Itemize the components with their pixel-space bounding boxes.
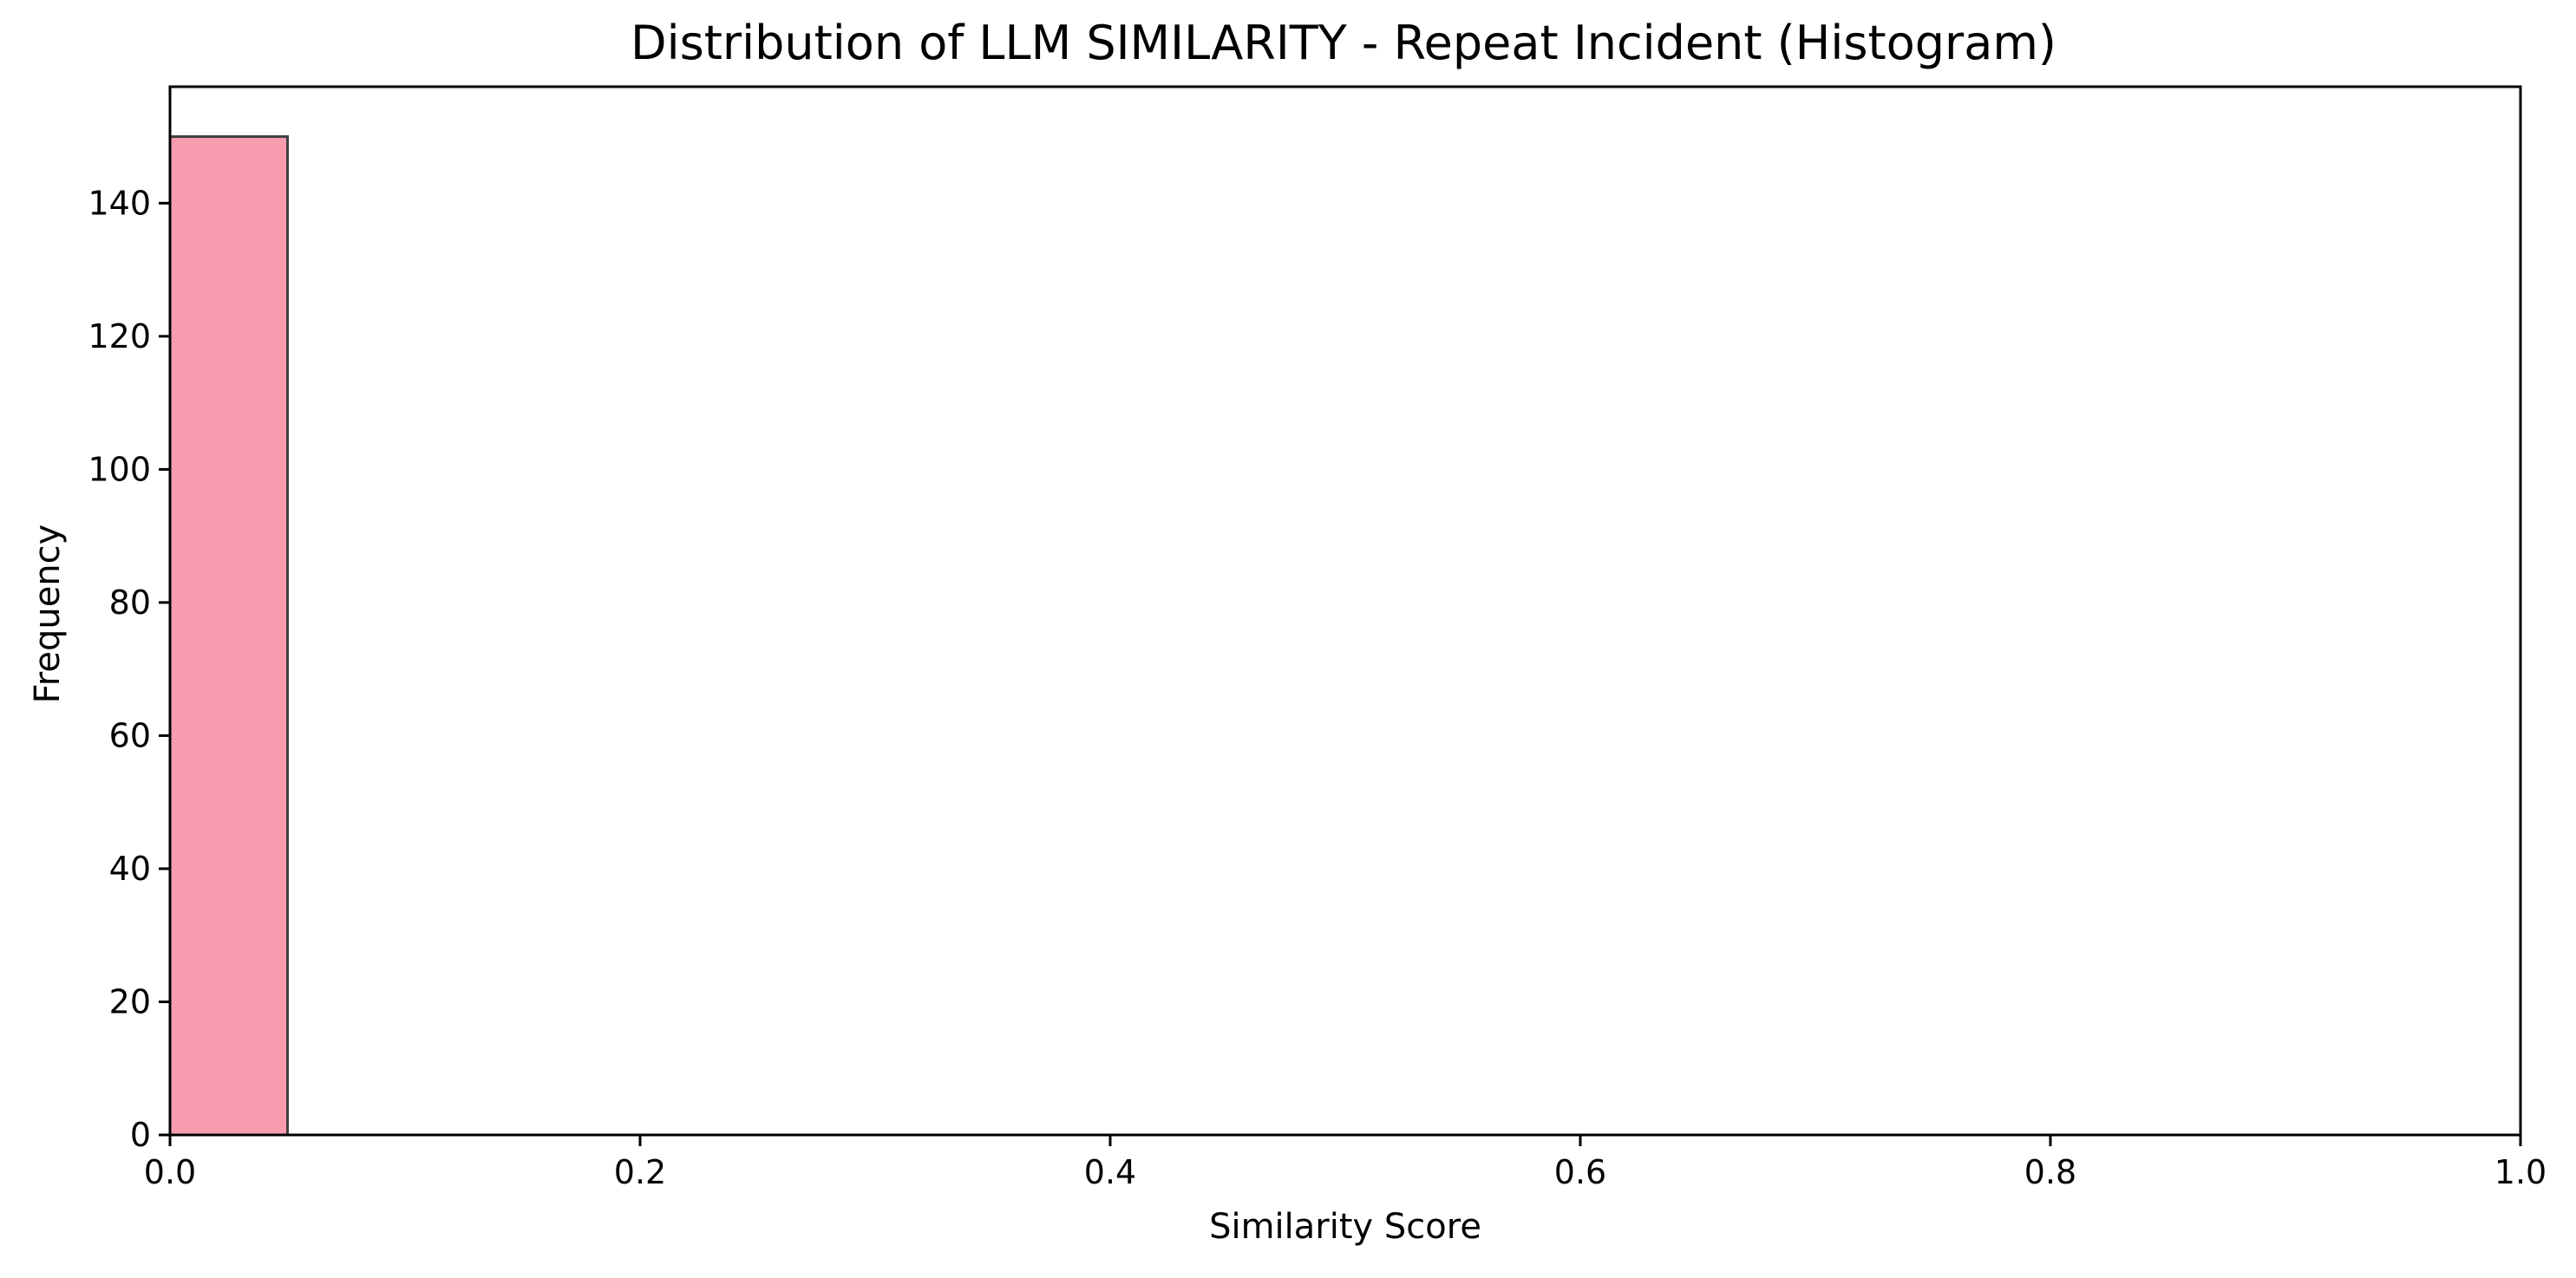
x-tick-label-3: 0.6 xyxy=(1554,1153,1606,1191)
x-tick-label-1: 0.2 xyxy=(614,1153,666,1191)
chart-title: Distribution of LLM SIMILARITY - Repeat … xyxy=(631,16,2056,70)
y-tick-label-6: 120 xyxy=(88,317,151,355)
y-tick-label-4: 80 xyxy=(109,584,151,622)
x-axis-label: Similarity Score xyxy=(1209,1207,1481,1247)
y-tick-label-1: 20 xyxy=(109,982,151,1020)
y-tick-label-3: 60 xyxy=(109,716,151,754)
y-tick-label-2: 40 xyxy=(109,850,151,888)
bars-group xyxy=(168,135,289,1137)
x-tick-label-0: 0.0 xyxy=(144,1153,196,1191)
x-tick-label-4: 0.8 xyxy=(2024,1153,2076,1191)
plot-area-frame xyxy=(168,85,2522,1137)
x-tick-label-5: 1.0 xyxy=(2494,1153,2547,1191)
y-tick-label-7: 140 xyxy=(88,184,151,222)
histogram-bar-0 xyxy=(168,135,289,1137)
x-tick-label-2: 0.4 xyxy=(1084,1153,1136,1191)
y-axis-label: Frequency xyxy=(28,525,68,704)
y-axis-ticks: 0 20 40 60 80 100 120 140 xyxy=(88,184,170,1154)
y-tick-label-5: 100 xyxy=(88,450,151,488)
y-tick-label-0: 0 xyxy=(130,1116,151,1154)
x-axis-ticks: 0.0 0.2 0.4 0.6 0.8 1.0 xyxy=(144,1135,2547,1191)
